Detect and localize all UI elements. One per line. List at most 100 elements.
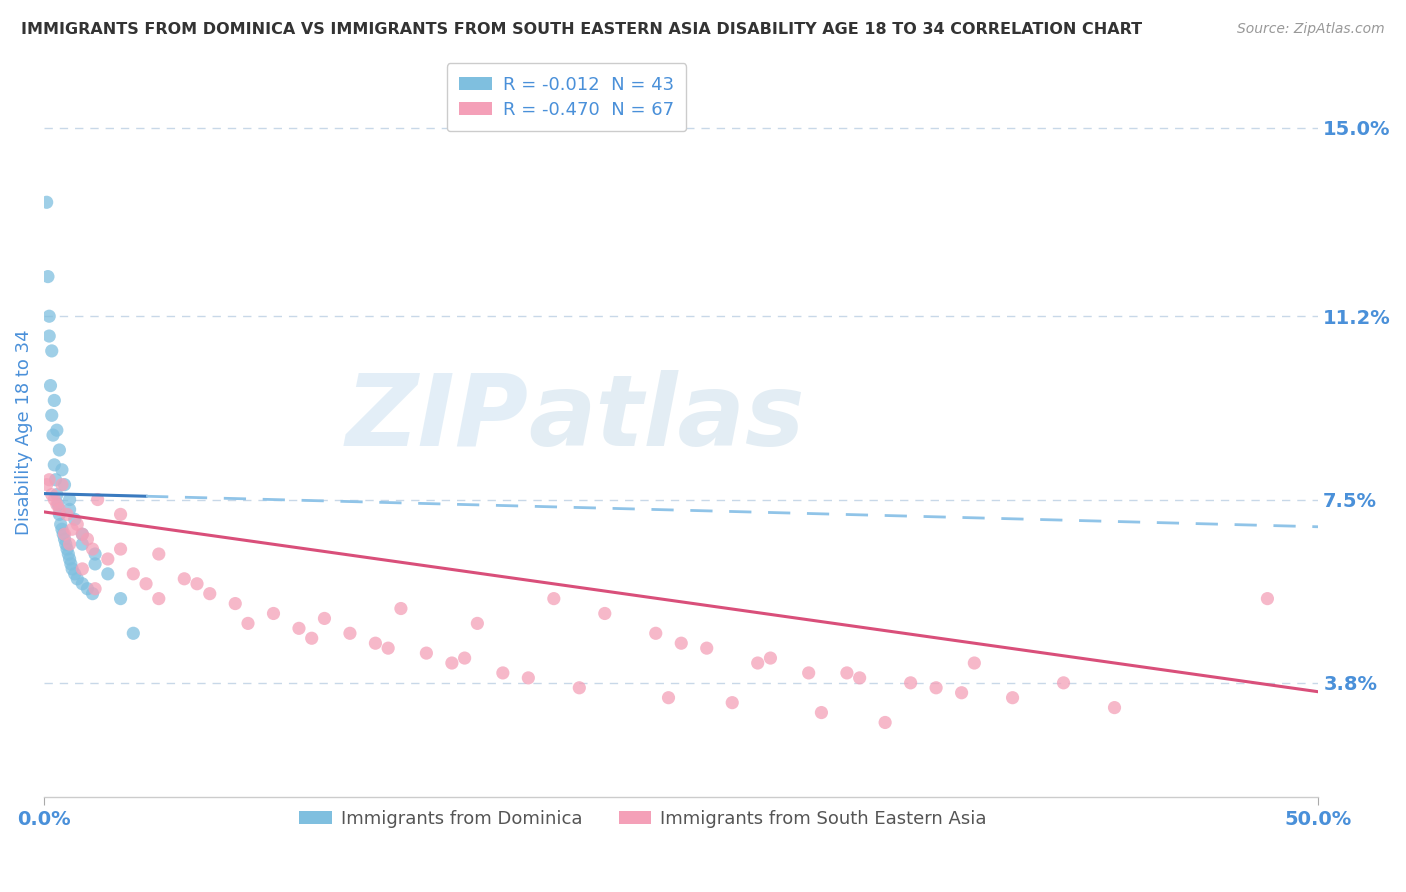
Point bbox=[38, 310, 60, 324]
Point bbox=[76, 582, 98, 596]
Text: Source: ZipAtlas.com: Source: ZipAtlas.com bbox=[1237, 22, 1385, 37]
Point bbox=[492, 665, 515, 680]
Point bbox=[314, 611, 336, 625]
Point bbox=[1001, 690, 1024, 705]
Point bbox=[86, 492, 108, 507]
Point bbox=[543, 591, 565, 606]
Text: atlas: atlas bbox=[529, 369, 804, 467]
Point bbox=[72, 562, 94, 576]
Point bbox=[925, 681, 948, 695]
Point bbox=[110, 508, 132, 522]
Point bbox=[38, 329, 60, 343]
Point bbox=[41, 487, 63, 501]
Point bbox=[45, 498, 67, 512]
Point bbox=[135, 576, 157, 591]
Point bbox=[148, 591, 170, 606]
Point bbox=[82, 542, 104, 557]
Point bbox=[72, 527, 94, 541]
Point bbox=[110, 542, 132, 557]
Point bbox=[186, 576, 208, 591]
Point bbox=[51, 522, 73, 536]
Point bbox=[44, 458, 66, 472]
Point bbox=[696, 641, 718, 656]
Point bbox=[453, 651, 475, 665]
Point bbox=[747, 656, 769, 670]
Point bbox=[517, 671, 540, 685]
Point bbox=[875, 715, 897, 730]
Point bbox=[110, 591, 132, 606]
Point bbox=[53, 477, 76, 491]
Point bbox=[60, 562, 83, 576]
Point bbox=[671, 636, 693, 650]
Point bbox=[49, 517, 72, 532]
Point bbox=[82, 587, 104, 601]
Point bbox=[48, 508, 70, 522]
Point bbox=[84, 557, 107, 571]
Point bbox=[900, 676, 922, 690]
Point bbox=[38, 473, 60, 487]
Point bbox=[76, 532, 98, 546]
Point bbox=[122, 626, 145, 640]
Point bbox=[60, 522, 83, 536]
Point bbox=[122, 566, 145, 581]
Point bbox=[45, 423, 67, 437]
Point bbox=[41, 409, 63, 423]
Point bbox=[810, 706, 832, 720]
Point bbox=[440, 656, 463, 670]
Point bbox=[58, 502, 80, 516]
Point bbox=[58, 492, 80, 507]
Point bbox=[42, 428, 65, 442]
Point bbox=[52, 527, 75, 541]
Point bbox=[950, 686, 973, 700]
Point bbox=[377, 641, 399, 656]
Point bbox=[41, 343, 63, 358]
Point bbox=[44, 393, 66, 408]
Point bbox=[39, 378, 62, 392]
Point bbox=[46, 498, 69, 512]
Point bbox=[66, 572, 89, 586]
Point bbox=[72, 537, 94, 551]
Legend: Immigrants from Dominica, Immigrants from South Eastern Asia: Immigrants from Dominica, Immigrants fro… bbox=[292, 803, 994, 835]
Text: IMMIGRANTS FROM DOMINICA VS IMMIGRANTS FROM SOUTH EASTERN ASIA DISABILITY AGE 18: IMMIGRANTS FROM DOMINICA VS IMMIGRANTS F… bbox=[21, 22, 1142, 37]
Point bbox=[1104, 700, 1126, 714]
Point bbox=[657, 690, 679, 705]
Point bbox=[35, 195, 58, 210]
Point bbox=[236, 616, 259, 631]
Point bbox=[301, 632, 323, 646]
Point bbox=[48, 502, 70, 516]
Point bbox=[53, 527, 76, 541]
Point bbox=[593, 607, 616, 621]
Point bbox=[45, 487, 67, 501]
Point bbox=[759, 651, 782, 665]
Point bbox=[72, 576, 94, 591]
Point bbox=[721, 696, 744, 710]
Point bbox=[835, 665, 858, 680]
Point bbox=[148, 547, 170, 561]
Point bbox=[1256, 591, 1278, 606]
Point bbox=[59, 557, 82, 571]
Point bbox=[45, 473, 67, 487]
Point bbox=[224, 597, 246, 611]
Point bbox=[963, 656, 986, 670]
Point bbox=[84, 582, 107, 596]
Y-axis label: Disability Age 18 to 34: Disability Age 18 to 34 bbox=[15, 330, 32, 535]
Point bbox=[58, 547, 80, 561]
Point bbox=[415, 646, 437, 660]
Point bbox=[84, 547, 107, 561]
Point bbox=[58, 537, 80, 551]
Point bbox=[58, 552, 80, 566]
Point bbox=[55, 537, 77, 551]
Point bbox=[797, 665, 820, 680]
Point bbox=[37, 269, 59, 284]
Point bbox=[364, 636, 387, 650]
Point bbox=[339, 626, 361, 640]
Point bbox=[97, 566, 120, 581]
Point bbox=[72, 527, 94, 541]
Point bbox=[1052, 676, 1074, 690]
Point bbox=[35, 477, 58, 491]
Point bbox=[263, 607, 285, 621]
Point bbox=[848, 671, 870, 685]
Point bbox=[44, 492, 66, 507]
Point bbox=[51, 463, 73, 477]
Point bbox=[173, 572, 195, 586]
